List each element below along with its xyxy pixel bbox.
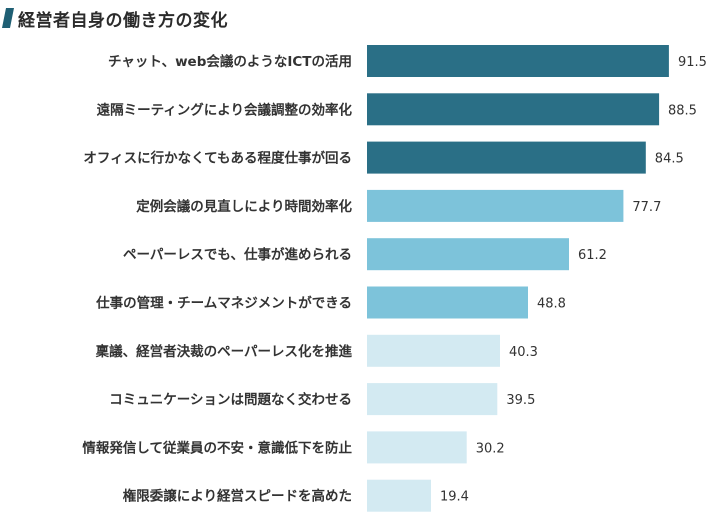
value-label-4: 77.7 xyxy=(632,200,661,215)
bar-8 xyxy=(367,383,498,416)
category-label-1: チャット、web会議のようなICTの活用 xyxy=(108,53,352,70)
value-label-9: 30.2 xyxy=(476,441,505,456)
value-label-2: 88.5 xyxy=(668,103,697,118)
category-label-5: ペーパーレスでも、仕事が進められる xyxy=(123,246,352,263)
bar-4 xyxy=(367,189,624,222)
chart-header: 経営者自身の働き方の変化 xyxy=(2,4,228,32)
category-label-7: 稟議、経営者決裁のペーパーレス化を推進 xyxy=(96,343,353,360)
category-label-9: 情報発信して従業員の不安・意識低下を防止 xyxy=(82,439,352,456)
category-label-4: 定例会議の見直しにより時間効率化 xyxy=(136,198,352,215)
value-label-8: 39.5 xyxy=(506,393,535,408)
bar-5 xyxy=(367,238,569,271)
value-label-3: 84.5 xyxy=(655,152,684,167)
value-label-1: 91.5 xyxy=(678,55,707,70)
title-slash-icon xyxy=(2,8,14,28)
bar-2 xyxy=(367,93,660,126)
value-label-10: 19.4 xyxy=(440,490,469,505)
category-label-3: オフィスに行かなくてもある程度仕事が回る xyxy=(83,150,352,167)
bar-3 xyxy=(367,141,646,174)
bar-7 xyxy=(367,334,500,367)
bar-1 xyxy=(367,45,669,77)
category-label-2: 遠隔ミーティングにより会議調整の効率化 xyxy=(97,101,353,118)
bar-9 xyxy=(367,431,467,464)
category-label-6: 仕事の管理・チームマネジメントができる xyxy=(95,295,352,312)
value-label-7: 40.3 xyxy=(509,345,538,360)
value-label-5: 61.2 xyxy=(578,248,607,263)
bar-10 xyxy=(367,479,431,512)
value-label-6: 48.8 xyxy=(537,297,566,312)
category-label-8: コミュニケーションは問題なく交わせる xyxy=(109,391,352,408)
category-label-10: 権限委譲により経営スピードを高めた xyxy=(123,488,352,505)
bar-6 xyxy=(367,286,528,319)
chart-title: 経営者自身の働き方の変化 xyxy=(18,10,228,31)
